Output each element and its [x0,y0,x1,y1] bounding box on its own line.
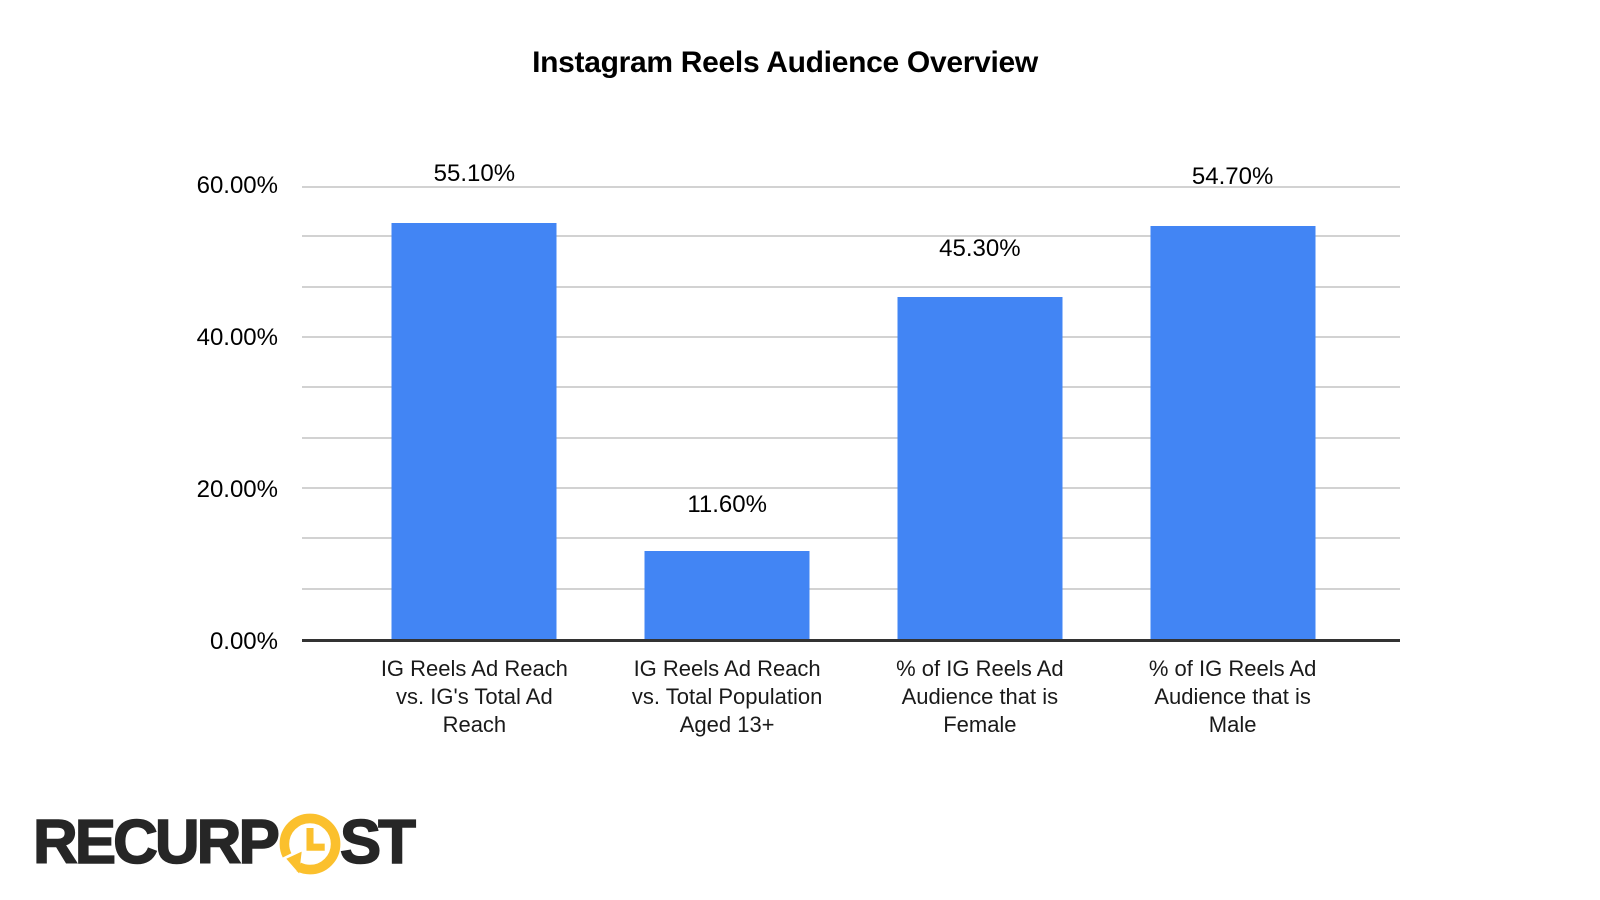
bar-value-label: 45.30% [939,235,1021,262]
clock-history-icon [279,813,341,875]
bar [391,223,557,639]
gridline [302,336,1400,339]
bar-value-label: 54.70% [1191,163,1274,190]
bars-container: 55.10% IG Reels Ad Reach vs. IG's Total … [302,160,1400,737]
recurpost-logo: RECURP ST [32,807,417,878]
chart-title: Instagram Reels Audience Overview [532,46,1038,79]
gridline [302,186,1400,188]
bar [897,297,1063,639]
bar-value-label: 55.10% [433,160,516,187]
gridline [302,386,1400,389]
gridline [302,436,1400,439]
bar-group-ig-reels-vs-total-ad-reach: 55.10% IG Reels Ad Reach vs. IG's Total … [348,160,601,737]
y-axis-tick-label: 40.00% [196,324,278,351]
y-axis-tick-label: 60.00% [196,172,278,199]
bar [1150,226,1316,639]
y-axis-tick-label: 20.00% [196,476,278,503]
gridline [302,235,1400,238]
y-axis-tick-label: 0.00% [209,628,278,655]
category-label: % of IG Reels Ad Audience that is Male [1148,656,1317,737]
gridline [302,487,1400,490]
bar-group-audience-male: 54.70% % of IG Reels Ad Audience that is… [1106,163,1359,737]
bar-value-label: 11.60% [687,491,767,518]
bar-group-ig-reels-vs-population-13plus: 11.60% IG Reels Ad Reach vs. Total Popul… [601,186,854,737]
plot-area: 55.10% IG Reels Ad Reach vs. IG's Total … [302,160,1400,737]
gridline [302,285,1400,288]
category-label: IG Reels Ad Reach vs. IG's Total Ad Reac… [380,656,568,737]
bar-group-audience-female: 45.30% % of IG Reels Ad Audience that is… [854,186,1107,737]
y-axis: 60.00% 40.00% 20.00% 0.00% [150,172,290,655]
gridline [302,537,1400,540]
bar [644,551,810,639]
category-label: IG Reels Ad Reach vs. Total Population A… [631,656,823,737]
logo-text-st: ST [339,807,417,878]
logo-text-recurp: RECURP [32,807,280,878]
gridline [302,587,1400,590]
category-label: % of IG Reels Ad Audience that is Female [896,656,1064,737]
